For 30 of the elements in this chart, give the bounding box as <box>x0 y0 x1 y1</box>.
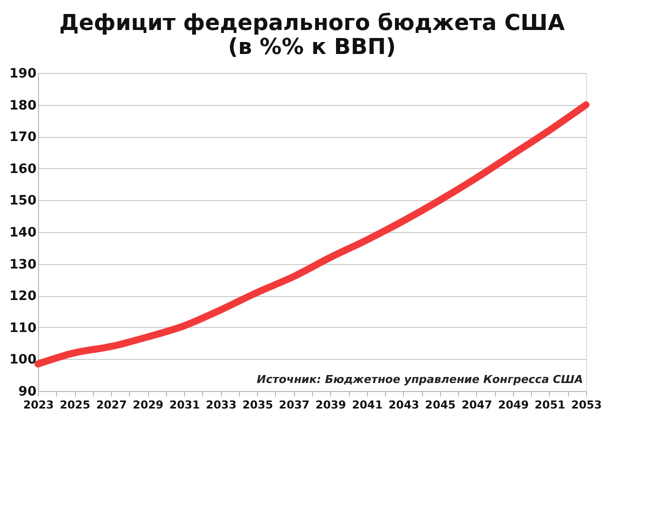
x-tick-label: 2037 <box>278 398 310 412</box>
y-tick-label: 140 <box>9 226 36 240</box>
y-tick-label: 130 <box>9 257 36 272</box>
x-tick-label: 2027 <box>96 398 127 412</box>
text: (в %% к ВВП) <box>228 35 396 60</box>
x-tick-label: 2053 <box>571 398 602 412</box>
x-tick-label: 2029 <box>132 398 164 412</box>
annotation: Источник: Бюджетное управление Конгресса США <box>256 373 583 386</box>
x-tick-label: 2025 <box>60 398 90 412</box>
x-tick-label: 2023 <box>23 398 54 412</box>
text: Дефицит федерального бюджета США <box>59 11 565 36</box>
y-tick-label: 120 <box>9 289 36 304</box>
x-tick-label: 2041 <box>352 398 383 412</box>
y-tick-label: 150 <box>9 194 36 209</box>
x-tick-label: 2045 <box>425 398 456 412</box>
x-tick-label: 2049 <box>498 398 529 412</box>
y-tick-label: 90 <box>18 384 36 400</box>
x-tick-label: 2039 <box>315 398 346 412</box>
y-tick-label: 180 <box>9 98 36 114</box>
x-tick-label: 2035 <box>242 398 274 412</box>
x-tick-label: 2051 <box>534 398 566 412</box>
y-tick-label: 170 <box>9 130 36 146</box>
x-tick-label: 2043 <box>388 398 420 412</box>
y-tick-label: 190 <box>9 66 36 82</box>
y-tick-label: 100 <box>9 352 36 368</box>
x-tick-label: 2047 <box>462 398 492 412</box>
y-tick-label: 110 <box>9 320 36 336</box>
x-tick-label: 2031 <box>169 398 200 412</box>
y-tick-label: 160 <box>9 162 36 177</box>
x-tick-label: 2033 <box>206 398 236 412</box>
